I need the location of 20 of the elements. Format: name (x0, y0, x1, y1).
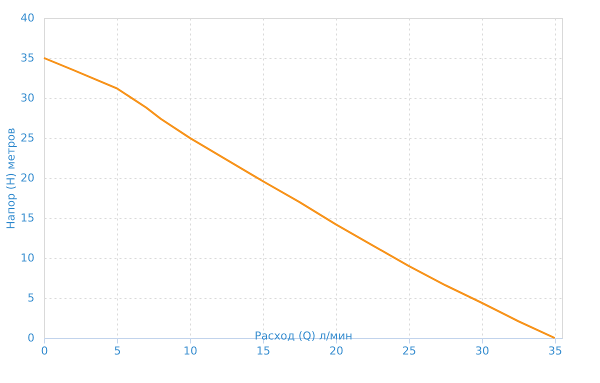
y-tick-label: 15 (20, 212, 34, 224)
x-tick-label: 15 (256, 344, 270, 358)
x-tick-label: 5 (114, 344, 121, 358)
x-axis-title: Расход (Q) л/мин (254, 330, 352, 342)
y-tick-label: 0 (28, 332, 34, 344)
y-tick-label: 10 (20, 252, 34, 264)
y-axis-title: Напор (H) метров (4, 128, 18, 230)
y-tick-label: 30 (20, 92, 34, 104)
y-tick-label: 35 (20, 52, 34, 64)
x-tick-label: 30 (475, 344, 490, 358)
y-tick-label: 25 (20, 132, 34, 144)
x-tick-label: 0 (41, 344, 48, 358)
y-tick-label: 20 (20, 172, 34, 184)
line-series (43, 57, 556, 339)
x-tick-label: 25 (402, 344, 416, 358)
x-tick-label: 35 (548, 344, 562, 358)
x-tick-label: 20 (329, 344, 344, 358)
x-tick-label: 10 (183, 344, 198, 358)
y-tick-label: 40 (20, 12, 34, 24)
y-tick-label: 5 (28, 292, 34, 304)
